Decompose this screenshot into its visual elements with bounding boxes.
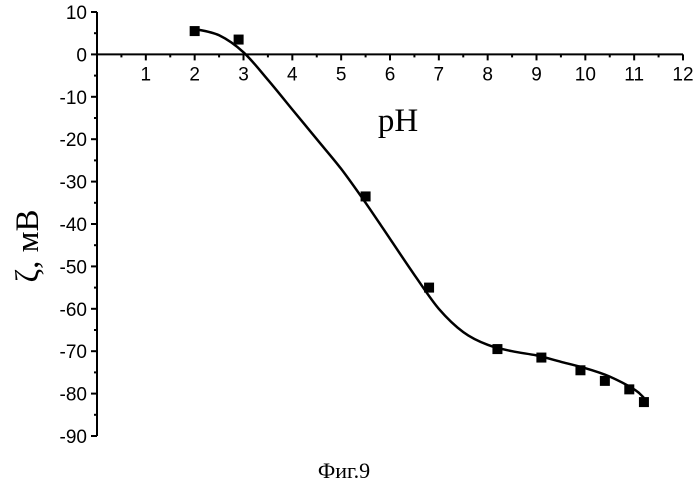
x-tick-label: 10 xyxy=(575,64,596,85)
x-tick-label: 5 xyxy=(336,64,347,85)
y-tick-label: -90 xyxy=(60,427,87,448)
y-tick-label: -10 xyxy=(60,88,87,109)
data-point xyxy=(424,283,434,293)
y-tick-label: -40 xyxy=(60,215,87,236)
x-tick-label: 12 xyxy=(672,64,693,85)
x-tick-label: 4 xyxy=(287,64,298,85)
y-tick-label: -30 xyxy=(60,173,87,194)
figure-caption: Фиг.9 xyxy=(318,458,370,483)
x-tick-label: 1 xyxy=(141,64,152,85)
y-tick-label: 0 xyxy=(76,45,87,66)
data-point xyxy=(575,365,585,375)
y-tick-label: -20 xyxy=(60,130,87,151)
x-tick-label: 9 xyxy=(531,64,542,85)
x-tick-label: 7 xyxy=(434,64,445,85)
data-point xyxy=(639,397,649,407)
data-point xyxy=(600,376,610,386)
y-axis-title: ζ, мВ xyxy=(10,209,46,282)
data-point xyxy=(492,344,502,354)
data-point xyxy=(361,191,371,201)
x-tick-label: 3 xyxy=(238,64,249,85)
y-tick-label: -60 xyxy=(60,300,87,321)
x-axis-title: pH xyxy=(378,103,418,139)
y-tick-label: 10 xyxy=(66,3,87,24)
y-tick-label: -80 xyxy=(60,385,87,406)
y-tick-label: -70 xyxy=(60,342,87,363)
data-point xyxy=(234,35,244,45)
data-point xyxy=(536,353,546,363)
x-tick-label: 2 xyxy=(189,64,200,85)
ticks: 100-10-20-30-40-50-60-70-80-901234567891… xyxy=(60,3,694,448)
data-point xyxy=(190,26,200,36)
x-tick-label: 8 xyxy=(482,64,493,85)
data-point xyxy=(624,384,634,394)
x-tick-label: 6 xyxy=(385,64,396,85)
x-tick-label: 11 xyxy=(624,64,644,85)
y-tick-label: -50 xyxy=(60,257,87,278)
